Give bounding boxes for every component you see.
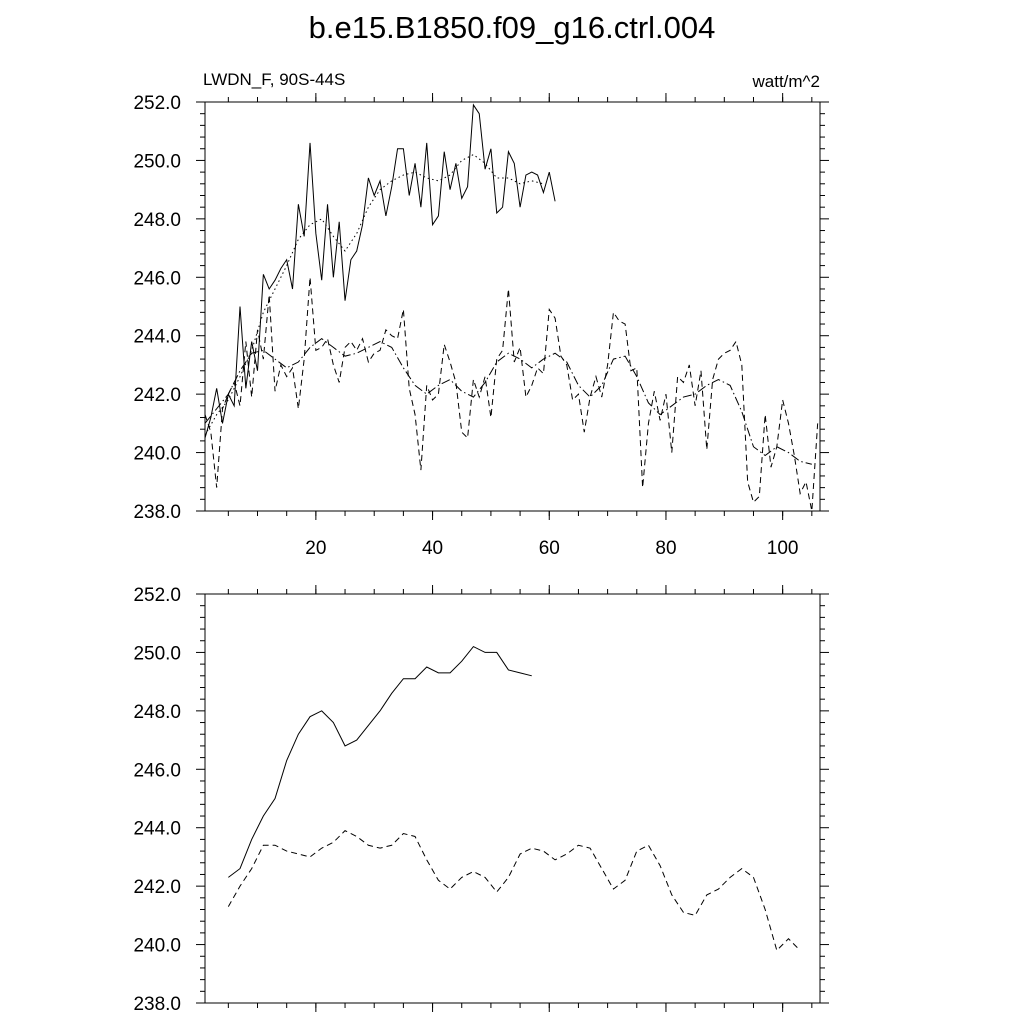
y-tick-label: 244.0 [133, 327, 181, 348]
y-tick-label: 252.0 [133, 93, 181, 114]
series-line [204, 277, 819, 512]
y-tick-label: 238.0 [133, 994, 181, 1015]
x-tick-label: 20 [305, 538, 326, 559]
figure-title: b.e15.B1850.f09_g16.ctrl.004 [309, 10, 716, 45]
y-tick-label: 240.0 [133, 444, 181, 465]
y-tick-label: 242.0 [133, 385, 181, 406]
y-tick-label: 244.0 [133, 819, 181, 840]
y-tick-label: 246.0 [133, 268, 181, 289]
y-tick-label: 238.0 [133, 502, 181, 523]
y-tick-label: 242.0 [133, 877, 181, 898]
y-tick-label: 246.0 [133, 760, 181, 781]
x-tick-label: 100 [767, 538, 799, 559]
subtitle-right: watt/m^2 [752, 72, 821, 91]
y-tick-label: 240.0 [133, 936, 181, 957]
y-tick-label: 248.0 [133, 702, 181, 723]
series-line [228, 645, 532, 878]
plot-frame [204, 101, 821, 512]
y-tick-label: 252.0 [133, 585, 181, 606]
series-line [204, 338, 812, 465]
y-tick-label: 248.0 [133, 210, 181, 231]
subtitle-left: LWDN_F, 90S-44S [203, 70, 345, 89]
x-tick-label: 60 [539, 538, 560, 559]
plot-frame [204, 593, 821, 1004]
y-tick-label: 250.0 [133, 151, 181, 172]
x-tick-label: 40 [422, 538, 443, 559]
series-line [227, 830, 801, 952]
y-tick-label: 250.0 [133, 643, 181, 664]
series-line [204, 103, 556, 439]
x-tick-label: 80 [655, 538, 676, 559]
